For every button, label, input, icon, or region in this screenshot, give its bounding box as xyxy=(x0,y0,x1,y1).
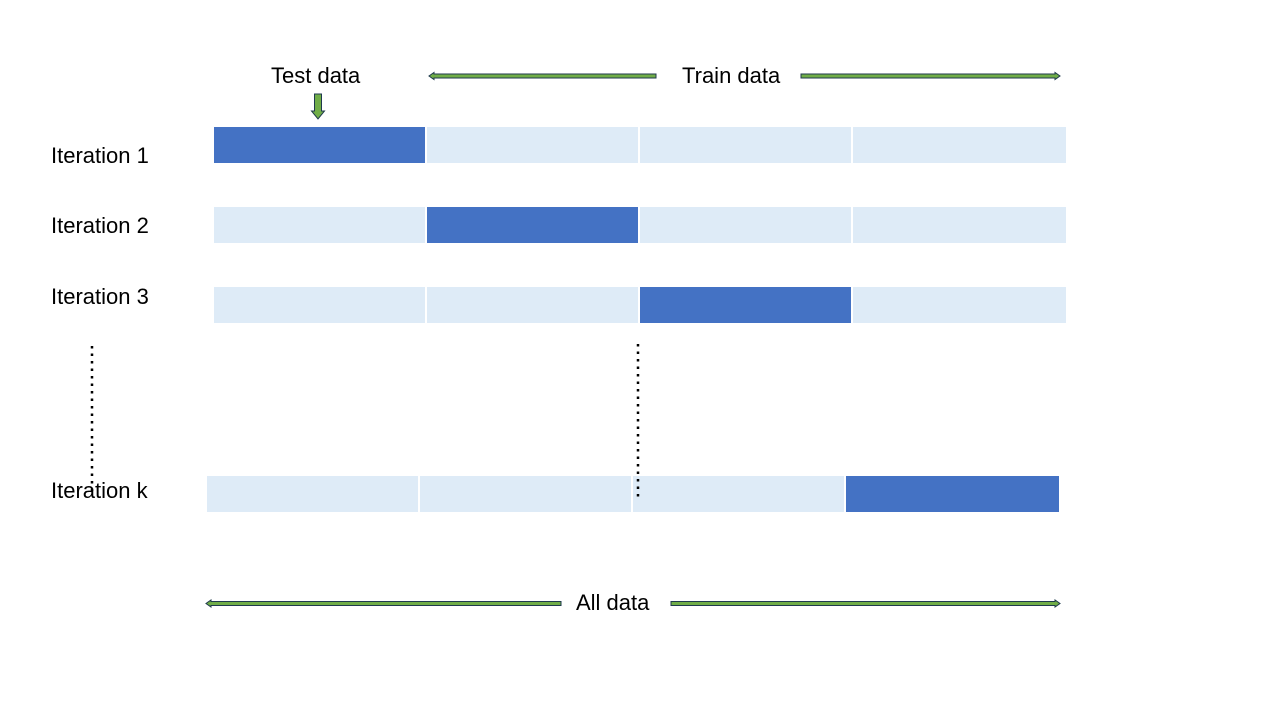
all-data-label: All data xyxy=(576,590,650,615)
train-fold-segment xyxy=(853,287,1066,323)
train-data-label: Train data xyxy=(682,63,781,88)
fold-row-3 xyxy=(214,287,1066,323)
test-fold-segment xyxy=(214,127,427,163)
test-fold-segment xyxy=(640,287,853,323)
train-fold-segment xyxy=(640,127,853,163)
test-data-label: Test data xyxy=(271,63,361,88)
train-range-left-arrow-icon xyxy=(428,71,657,81)
train-fold-segment xyxy=(420,476,633,512)
train-fold-segment xyxy=(853,127,1066,163)
iteration-label-k: Iteration k xyxy=(51,478,148,503)
test-fold-segment xyxy=(427,207,640,243)
train-fold-segment xyxy=(853,207,1066,243)
fold-row-1 xyxy=(214,127,1066,163)
train-fold-segment xyxy=(633,476,846,512)
train-fold-segment xyxy=(427,127,640,163)
iteration-label-2: Iteration 2 xyxy=(51,213,149,238)
all-range-left-arrow-icon xyxy=(205,599,562,608)
train-fold-segment xyxy=(207,476,420,512)
train-fold-segment xyxy=(214,287,427,323)
down-arrow-icon xyxy=(310,93,326,120)
test-fold-segment xyxy=(846,476,1059,512)
train-range-right-arrow-icon xyxy=(800,71,1061,81)
train-fold-segment xyxy=(214,207,427,243)
train-fold-segment xyxy=(640,207,853,243)
fold-row-2 xyxy=(214,207,1066,243)
train-fold-segment xyxy=(427,287,640,323)
all-range-right-arrow-icon xyxy=(670,599,1061,608)
iteration-label-3: Iteration 3 xyxy=(51,284,149,309)
fold-row-k xyxy=(207,476,1059,512)
iteration-label-1: Iteration 1 xyxy=(51,143,149,168)
